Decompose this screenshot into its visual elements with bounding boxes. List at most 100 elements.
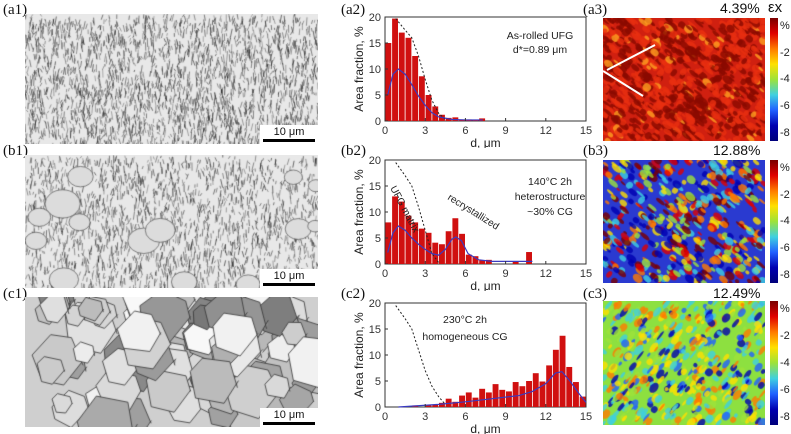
bar bbox=[412, 222, 419, 264]
panel-label-b1: (b1) bbox=[3, 143, 28, 159]
x-tick-label: 0 bbox=[382, 411, 388, 423]
dotted-curve bbox=[395, 18, 446, 120]
micrograph-image bbox=[25, 297, 318, 427]
chart-annotation: 230°C 2h bbox=[443, 314, 487, 326]
fit-curve bbox=[387, 68, 483, 121]
x-tick-label: 15 bbox=[580, 411, 592, 423]
y-axis-label: Area fraction, % bbox=[352, 26, 366, 112]
y-tick-label: 15 bbox=[369, 181, 381, 193]
fit-curve bbox=[387, 225, 533, 263]
colorbar-tick-label: -4 bbox=[780, 215, 790, 228]
dotted-curve bbox=[395, 305, 446, 405]
colorbar-tick-label: % bbox=[780, 20, 790, 32]
strain-map-a3 bbox=[603, 18, 765, 141]
colorbar-tick-label: -8 bbox=[780, 410, 790, 423]
x-axis-label: d, μm bbox=[470, 136, 500, 148]
colorbar-tick-label: -8 bbox=[780, 268, 790, 281]
bar bbox=[552, 349, 559, 407]
y-tick-label: 0 bbox=[375, 116, 381, 128]
bar bbox=[452, 218, 459, 264]
bar bbox=[465, 254, 472, 264]
dotted-curve bbox=[395, 162, 439, 263]
y-tick-label: 0 bbox=[375, 259, 381, 271]
bar bbox=[425, 405, 432, 407]
bar bbox=[485, 392, 492, 407]
bar bbox=[385, 43, 392, 121]
bar bbox=[392, 18, 398, 122]
bar bbox=[506, 391, 512, 407]
bar bbox=[398, 32, 405, 121]
scale-bar-label: 10 μm bbox=[273, 270, 305, 282]
x-tick-label: 9 bbox=[503, 125, 509, 137]
x-tick-label: 12 bbox=[540, 125, 552, 137]
x-tick-label: 0 bbox=[382, 268, 388, 280]
bar bbox=[439, 244, 445, 264]
chart-annotation: ~30% CG bbox=[527, 206, 573, 218]
y-tick-label: 5 bbox=[375, 233, 381, 245]
bar bbox=[432, 242, 439, 264]
bar bbox=[398, 201, 405, 264]
bar bbox=[459, 233, 465, 264]
panel-label-b2: (b2) bbox=[341, 143, 366, 159]
bar bbox=[445, 117, 452, 121]
micrograph-c1: 10 μm bbox=[25, 297, 318, 427]
panel-label-c1: (c1) bbox=[3, 286, 28, 302]
bar bbox=[485, 259, 492, 264]
y-tick-label: 5 bbox=[375, 376, 381, 388]
y-tick-label: 5 bbox=[375, 90, 381, 102]
scale-bar: 10 μm bbox=[260, 408, 318, 427]
bar bbox=[479, 260, 486, 264]
bar bbox=[418, 76, 425, 121]
chart-annotation: d*=0.89 μm bbox=[513, 44, 567, 56]
loading-direction-lines bbox=[603, 44, 656, 97]
x-tick-label: 3 bbox=[422, 411, 428, 423]
bar bbox=[432, 106, 439, 121]
histogram-a2: 0 3 6 9 12 15 0 5 10 15 20 d, μm Area fraction, % As-… bbox=[352, 12, 592, 148]
y-tick-label: 10 bbox=[369, 64, 381, 76]
y-tick-label: 20 bbox=[369, 12, 381, 24]
bar bbox=[512, 382, 519, 407]
bar bbox=[425, 95, 432, 121]
bar bbox=[479, 388, 486, 407]
x-tick-label: 6 bbox=[462, 125, 468, 137]
panel-label-a2: (a2) bbox=[341, 2, 366, 18]
bar bbox=[412, 56, 419, 121]
bar bbox=[512, 261, 519, 264]
colorbar-tick-label: -6 bbox=[780, 383, 790, 396]
x-tick-label: 15 bbox=[580, 268, 592, 280]
chart-annotation: heterostructure bbox=[515, 191, 586, 203]
bar bbox=[559, 335, 566, 407]
x-tick-label: 6 bbox=[462, 411, 468, 423]
chart-annotation: homogeneous CG bbox=[422, 331, 507, 343]
x-tick-label: 3 bbox=[422, 268, 428, 280]
micrograph-image bbox=[25, 14, 318, 144]
bar bbox=[539, 381, 546, 407]
bar bbox=[499, 389, 506, 407]
colorbar-tick-label: -8 bbox=[780, 126, 790, 139]
x-axis-label: d, μm bbox=[470, 279, 500, 291]
y-tick-label: 10 bbox=[369, 350, 381, 362]
bar bbox=[492, 384, 499, 407]
colorbar-tick-label: -6 bbox=[780, 100, 790, 113]
colorbar bbox=[770, 160, 778, 283]
strain-map-b3 bbox=[603, 160, 765, 283]
bar bbox=[579, 396, 586, 407]
fit-curve bbox=[398, 370, 587, 408]
y-tick-label: 15 bbox=[369, 38, 381, 50]
bar bbox=[472, 256, 479, 264]
bar bbox=[439, 402, 445, 407]
x-tick-label: 9 bbox=[503, 268, 509, 280]
bar bbox=[459, 395, 465, 407]
strain-value-a3: 4.39% bbox=[720, 0, 760, 16]
chart-annotation: As-rolled UFG bbox=[507, 30, 574, 42]
scale-bar-label: 10 μm bbox=[273, 126, 305, 138]
bar bbox=[546, 365, 553, 407]
micrograph-a1: 10 μm bbox=[25, 14, 318, 144]
y-tick-label: 20 bbox=[369, 298, 381, 310]
colorbar-tick-label: -4 bbox=[780, 73, 790, 86]
bar bbox=[425, 232, 432, 264]
colorbar-tick-label: % bbox=[780, 303, 790, 315]
strain-value-c3: 12.49% bbox=[713, 285, 761, 301]
strain-map-c3 bbox=[603, 301, 765, 425]
histogram-b2: 0 3 6 9 12 15 0 5 10 15 20 d, μm Area fraction, % 140… bbox=[352, 155, 592, 291]
